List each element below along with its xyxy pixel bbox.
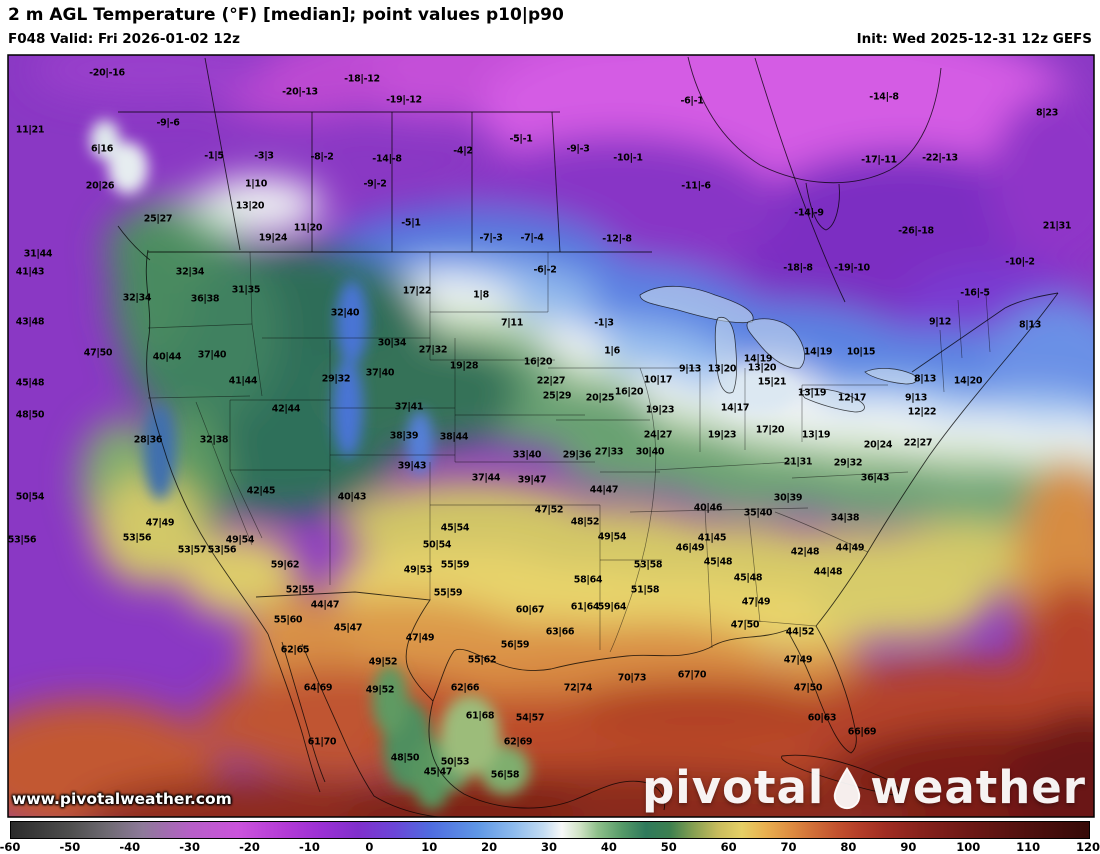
map-frame bbox=[7, 54, 1095, 818]
colorbar-tick-label: 110 bbox=[1016, 840, 1041, 854]
gulf-coastline bbox=[432, 629, 788, 702]
baja-coastline bbox=[267, 633, 321, 793]
mexico-west-coast bbox=[301, 643, 439, 817]
west-coastline bbox=[145, 249, 269, 635]
colorbar-tick-label: 20 bbox=[481, 840, 498, 854]
colorbar-tick-label: 80 bbox=[840, 840, 857, 854]
droplet-icon bbox=[834, 766, 861, 809]
colorbar-tick-label: 0 bbox=[365, 840, 374, 854]
brand-word-weather: weather bbox=[870, 761, 1086, 814]
colorbar-tick-label: -10 bbox=[299, 840, 320, 854]
colorbar-tick-label: 90 bbox=[900, 840, 917, 854]
map-title: 2 m AGL Temperature (°F) [median]; point… bbox=[8, 5, 564, 25]
great-lakes bbox=[639, 285, 918, 413]
init-label: Init: Wed 2025-12-31 12z GEFS bbox=[856, 31, 1092, 47]
colorbar-tick-label: 120 bbox=[1075, 840, 1100, 854]
colorbar-tick-label: -30 bbox=[179, 840, 201, 854]
colorbar-tick-label: 10 bbox=[421, 840, 438, 854]
east-coastline bbox=[815, 292, 1059, 627]
colorbar-tick-label: 30 bbox=[540, 840, 558, 854]
geo-borders bbox=[117, 56, 1059, 817]
colorbar-tick-label: 40 bbox=[600, 840, 617, 854]
pivotal-weather-logo: pivotal weather bbox=[642, 761, 1086, 814]
vancouver-island bbox=[117, 225, 151, 261]
colorbar-tick-label: -20 bbox=[239, 840, 260, 854]
colorbar-tick-label: -60 bbox=[0, 840, 21, 854]
colorbar-tick-label: 70 bbox=[780, 840, 797, 854]
florida-coastline bbox=[786, 625, 857, 754]
colorbar-tick-label: 60 bbox=[720, 840, 737, 854]
forecast-valid-label: F048 Valid: Fri 2026-01-02 12z bbox=[8, 31, 240, 47]
colorbar-tick-label: -40 bbox=[119, 840, 141, 854]
st-lawrence bbox=[911, 292, 1059, 373]
colorbar-tick-label: -50 bbox=[59, 840, 81, 854]
james-bay-coast bbox=[805, 182, 840, 231]
site-url-watermark: www.pivotalweather.com bbox=[12, 790, 232, 808]
hudson-bay-coast bbox=[687, 56, 942, 184]
mexico-gulf-coast bbox=[428, 700, 666, 811]
map-color-field bbox=[8, 55, 1094, 817]
cuba-coastline bbox=[781, 754, 900, 796]
header-subrow: F048 Valid: Fri 2026-01-02 12z Init: Wed… bbox=[8, 31, 1092, 47]
colorbar: -60 -50 -40 -30 -20 -10 0 10 20 30 40 50 60 70 80 90 100… bbox=[0, 821, 1100, 854]
baja-inner-coast bbox=[281, 641, 326, 783]
state-borders bbox=[147, 251, 991, 653]
us-mexico-border bbox=[255, 591, 434, 702]
brand-word-pivotal: pivotal bbox=[642, 761, 825, 814]
colorbar-tick-label: 50 bbox=[660, 840, 677, 854]
colorbar-tick-label: 100 bbox=[956, 840, 981, 854]
colorbar-gradient bbox=[10, 821, 1090, 839]
